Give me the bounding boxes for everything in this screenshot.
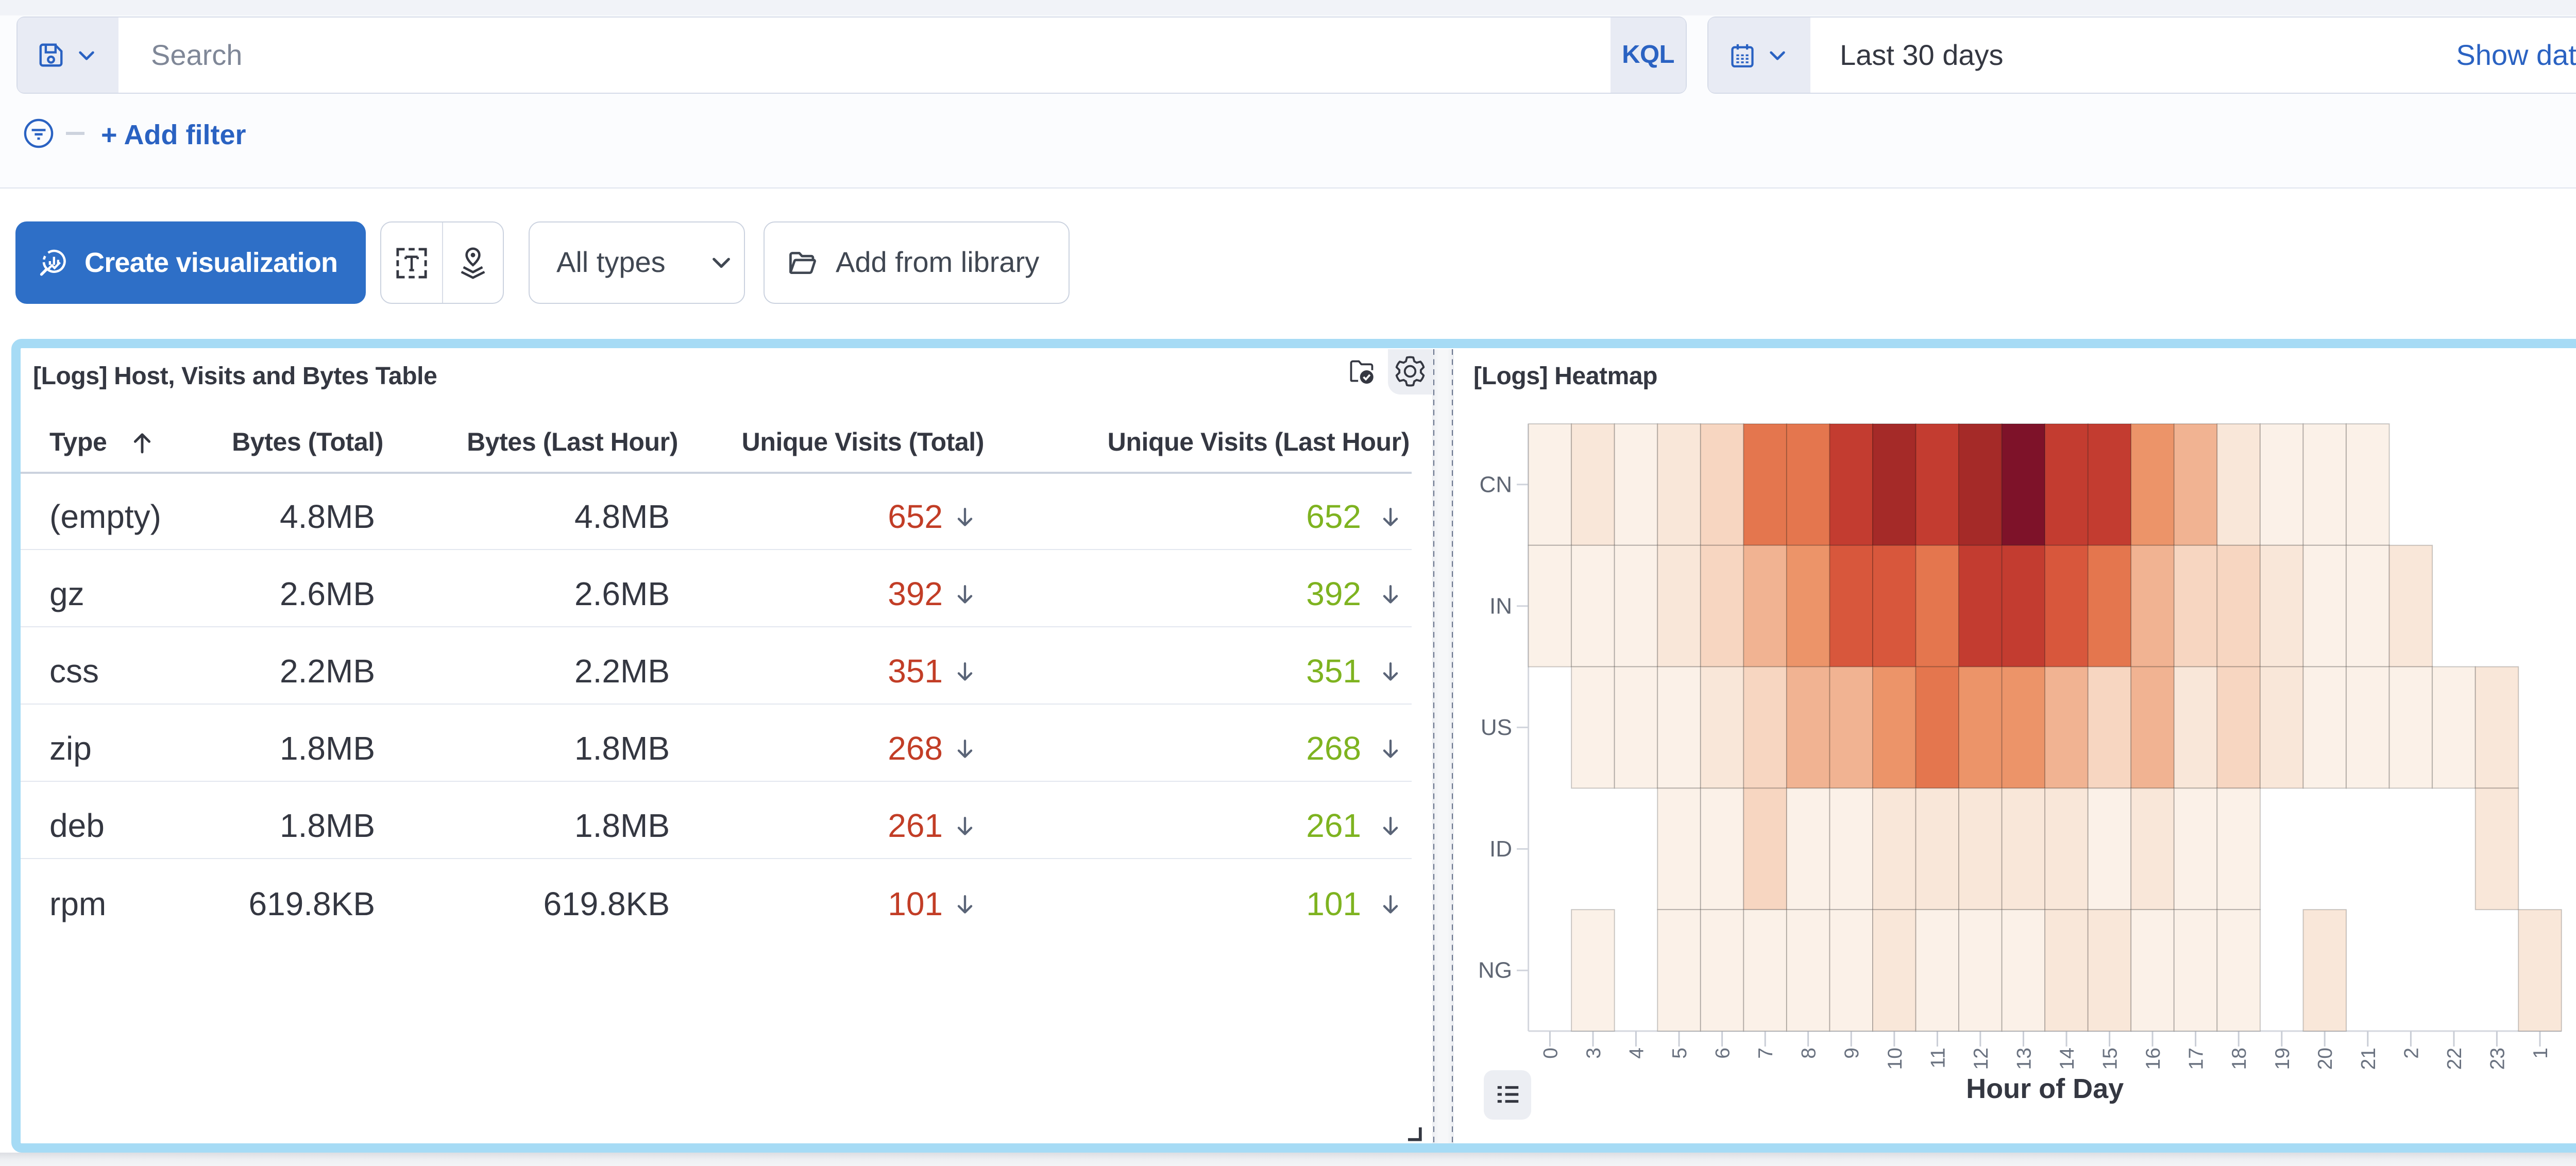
svg-text:IN: IN [1489,593,1512,618]
svg-text:23: 23 [2486,1047,2509,1069]
svg-text:9: 9 [1841,1047,1863,1058]
svg-text:0: 0 [1539,1047,1562,1058]
svg-text:18: 18 [2228,1047,2250,1069]
svg-text:5: 5 [1669,1047,1691,1058]
svg-text:14: 14 [2056,1047,2078,1069]
svg-text:US: US [1481,714,1512,740]
svg-text:22: 22 [2444,1047,2466,1069]
svg-text:16: 16 [2142,1047,2164,1069]
svg-text:6: 6 [1712,1047,1734,1058]
svg-text:10: 10 [1884,1047,1906,1069]
svg-text:1: 1 [2530,1047,2552,1058]
svg-text:Hour of Day: Hour of Day [1966,1073,2124,1104]
svg-text:8: 8 [1798,1047,1820,1058]
svg-text:3: 3 [1583,1047,1605,1058]
svg-text:21: 21 [2358,1047,2380,1069]
svg-text:12: 12 [1970,1047,1992,1069]
svg-text:NG: NG [1478,957,1512,983]
svg-text:19: 19 [2272,1047,2294,1069]
svg-text:ID: ID [1489,836,1512,861]
svg-text:CN: CN [1479,471,1512,496]
svg-text:4: 4 [1625,1047,1648,1058]
svg-text:7: 7 [1755,1047,1777,1058]
svg-text:2: 2 [2400,1047,2422,1058]
svg-text:20: 20 [2314,1047,2336,1069]
svg-text:15: 15 [2099,1047,2122,1069]
svg-text:11: 11 [1927,1047,1949,1068]
svg-text:17: 17 [2185,1047,2208,1069]
svg-text:13: 13 [2013,1047,2035,1069]
